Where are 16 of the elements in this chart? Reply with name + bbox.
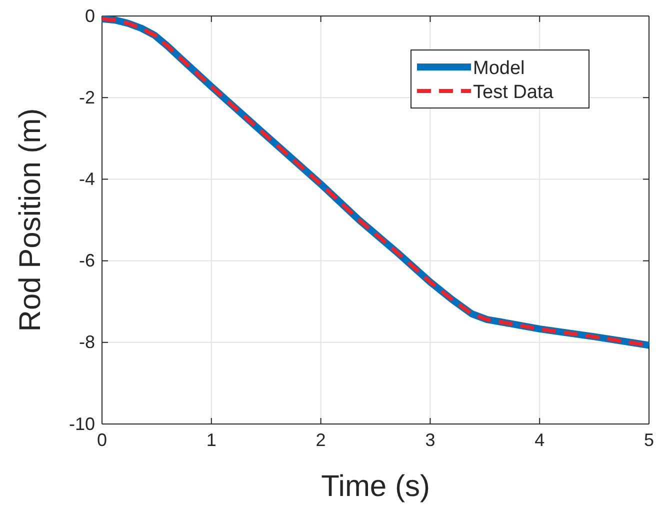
y-tick-label: -10: [68, 414, 95, 434]
y-tick-label: -8: [78, 332, 95, 352]
legend-label: Test Data: [473, 82, 554, 103]
x-axis-title: Time (s): [321, 470, 430, 503]
x-tick-label: 1: [206, 430, 216, 450]
legend-label: Model: [473, 58, 525, 79]
x-tick-label: 4: [534, 430, 545, 450]
y-tick-label: -6: [78, 250, 95, 271]
y-tick-label: 0: [84, 6, 95, 26]
x-tick-label: 3: [425, 430, 436, 450]
x-tick-label: 0: [96, 430, 108, 450]
y-axis-title: Rod Position (m): [14, 108, 47, 332]
x-tick-label: 5: [644, 430, 654, 450]
y-tick-label: -4: [78, 168, 95, 189]
x-tick-label: 2: [316, 430, 326, 450]
y-tick-label: -2: [78, 87, 95, 108]
